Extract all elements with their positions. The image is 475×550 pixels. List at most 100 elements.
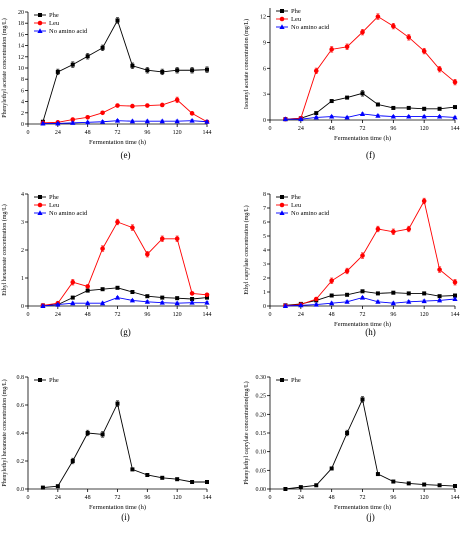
x-tick-label: 24 xyxy=(298,126,304,132)
data-point xyxy=(205,480,209,484)
data-point xyxy=(452,114,458,120)
y-tick-label: 0.2 xyxy=(17,459,25,465)
data-point xyxy=(55,120,61,126)
data-point xyxy=(453,293,457,298)
y-tick-label: 4 xyxy=(21,192,24,198)
data-point xyxy=(437,294,442,299)
series-2 xyxy=(40,117,210,126)
data-point xyxy=(40,120,46,126)
legend-marker xyxy=(38,195,42,199)
x-tick-label: 72 xyxy=(115,130,121,136)
y-axis-label: Isoamyl acetate concentration (mg/L) xyxy=(243,19,250,109)
data-point xyxy=(282,116,289,122)
data-point xyxy=(437,66,442,72)
x-tick-label: 0 xyxy=(27,312,30,318)
data-point xyxy=(329,300,335,306)
y-tick-label: 18 xyxy=(18,21,24,27)
data-point xyxy=(205,67,209,72)
x-tick-label: 24 xyxy=(55,130,61,136)
x-tick-label: 48 xyxy=(85,130,91,136)
series-2 xyxy=(282,294,458,308)
data-point xyxy=(452,296,458,301)
data-point xyxy=(282,303,289,308)
data-point xyxy=(114,117,121,123)
x-tick-label: 96 xyxy=(144,130,150,136)
y-tick-label: 0.25 xyxy=(256,394,267,400)
data-point xyxy=(114,294,121,300)
y-tick-label: 2 xyxy=(263,276,266,282)
data-point xyxy=(422,291,427,296)
y-tick-label: 0.00 xyxy=(256,487,267,493)
data-point xyxy=(313,68,319,74)
y-tick-label: 5 xyxy=(263,234,266,240)
series-line xyxy=(42,402,207,489)
y-tick-label: 4 xyxy=(21,100,24,106)
data-point xyxy=(375,291,380,296)
data-point xyxy=(85,284,90,289)
series-0 xyxy=(283,90,457,122)
y-tick-label: 0.8 xyxy=(17,375,25,381)
data-point xyxy=(360,397,365,402)
panel-label: (e) xyxy=(121,150,131,160)
data-point xyxy=(190,297,195,301)
x-tick-label: 48 xyxy=(329,312,335,318)
data-point xyxy=(100,45,105,50)
legend-label: Phe xyxy=(49,194,59,201)
legend-marker xyxy=(38,13,42,17)
series-line xyxy=(42,19,208,122)
data-point xyxy=(436,113,443,119)
legend: Phe xyxy=(276,377,301,384)
data-point xyxy=(391,479,396,484)
x-tick-label: 24 xyxy=(298,312,304,318)
data-point xyxy=(391,290,396,295)
data-point xyxy=(175,68,180,73)
x-tick-label: 0 xyxy=(269,126,272,132)
data-point xyxy=(452,79,458,85)
legend-label: Leu xyxy=(49,20,60,27)
legend-label: Phe xyxy=(49,377,59,384)
data-point xyxy=(329,466,334,471)
x-tick-label: 0 xyxy=(27,130,30,136)
y-tick-label: 0 xyxy=(21,122,24,128)
data-point xyxy=(40,303,46,308)
series-line xyxy=(285,199,456,307)
data-point xyxy=(344,268,350,274)
y-tick-label: 14 xyxy=(18,44,24,50)
y-axis-label: Phenylethyl hexanoate concentration (mg/… xyxy=(1,379,8,486)
data-point xyxy=(85,114,90,120)
data-point xyxy=(159,236,165,242)
data-point xyxy=(437,267,442,272)
y-tick-label: 8 xyxy=(263,192,266,198)
data-point xyxy=(85,119,91,125)
x-tick-label: 120 xyxy=(420,126,429,132)
data-point xyxy=(329,99,334,104)
data-point xyxy=(129,297,136,303)
data-point xyxy=(159,118,165,124)
y-tick-label: 0.10 xyxy=(256,450,267,456)
data-point xyxy=(55,301,61,307)
panel-label: (f) xyxy=(366,150,375,160)
data-point xyxy=(314,111,319,116)
data-point xyxy=(144,299,150,304)
y-tick-label: 3 xyxy=(21,220,24,226)
data-point xyxy=(406,291,411,296)
y-axis-label: Ethyl hexanoate concentration (mg/L) xyxy=(1,204,8,295)
data-point xyxy=(99,300,106,306)
x-tick-label: 120 xyxy=(173,312,182,318)
data-point xyxy=(55,484,60,489)
data-point xyxy=(390,300,396,306)
panel-label: (h) xyxy=(365,327,376,337)
legend-marker xyxy=(38,378,42,382)
data-point xyxy=(329,278,334,284)
data-point xyxy=(205,295,209,300)
data-point xyxy=(145,473,150,477)
data-point xyxy=(145,103,150,108)
x-tick-label: 120 xyxy=(173,130,182,136)
data-point xyxy=(70,459,75,463)
legend-label: Phe xyxy=(49,12,59,19)
data-point xyxy=(175,296,180,301)
y-tick-label: 0.20 xyxy=(256,412,267,418)
data-point xyxy=(130,103,135,109)
